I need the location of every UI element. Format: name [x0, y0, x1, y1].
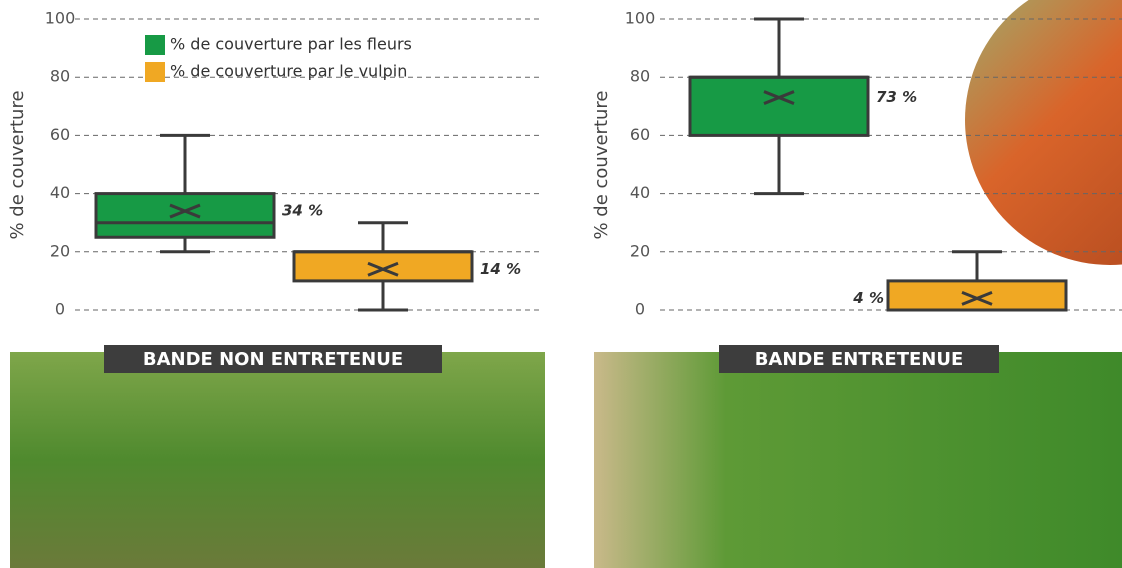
mean-marker [169, 203, 201, 219]
mean-marker [961, 290, 993, 306]
machine-photo [965, 0, 1122, 265]
caption-box [104, 345, 442, 373]
y-tick-label: 40 [630, 183, 650, 202]
box [94, 192, 276, 239]
y-axis-label: % de couverture [7, 90, 28, 239]
legend-label: % de couverture par le vulpin [170, 62, 407, 81]
legend-swatch [145, 62, 165, 82]
mean-marker [763, 90, 795, 105]
legend-swatch [145, 35, 165, 55]
y-tick-label: 80 [630, 67, 650, 86]
y-tick-label: 20 [50, 241, 70, 260]
y-tick-label: 60 [630, 125, 650, 144]
mean-label: 4 % [852, 289, 884, 307]
mean-label: 73 % [876, 88, 917, 106]
y-tick-label: 80 [50, 67, 70, 86]
legend-label: % de couverture par les fleurs [170, 35, 412, 54]
photo-caption: BANDE ENTRETENUE [755, 349, 964, 370]
photo [10, 352, 545, 568]
y-tick-label: 40 [50, 183, 70, 202]
photo [594, 352, 1122, 568]
box [688, 75, 870, 137]
mean-label: 34 % [282, 202, 323, 220]
y-tick-label: 0 [55, 300, 65, 319]
photo-caption: BANDE NON ENTRETENUE [143, 349, 403, 370]
mean-marker [367, 261, 399, 277]
y-tick-label: 100 [45, 9, 76, 28]
box [292, 250, 474, 283]
caption-box [719, 345, 999, 373]
y-axis-label: % de couverture [591, 90, 612, 239]
y-tick-label: 20 [630, 241, 650, 260]
y-tick-label: 60 [50, 125, 70, 144]
mean-label: 14 % [480, 260, 521, 278]
box [886, 279, 1068, 312]
y-tick-label: 100 [625, 9, 656, 28]
y-tick-label: 0 [635, 300, 645, 319]
